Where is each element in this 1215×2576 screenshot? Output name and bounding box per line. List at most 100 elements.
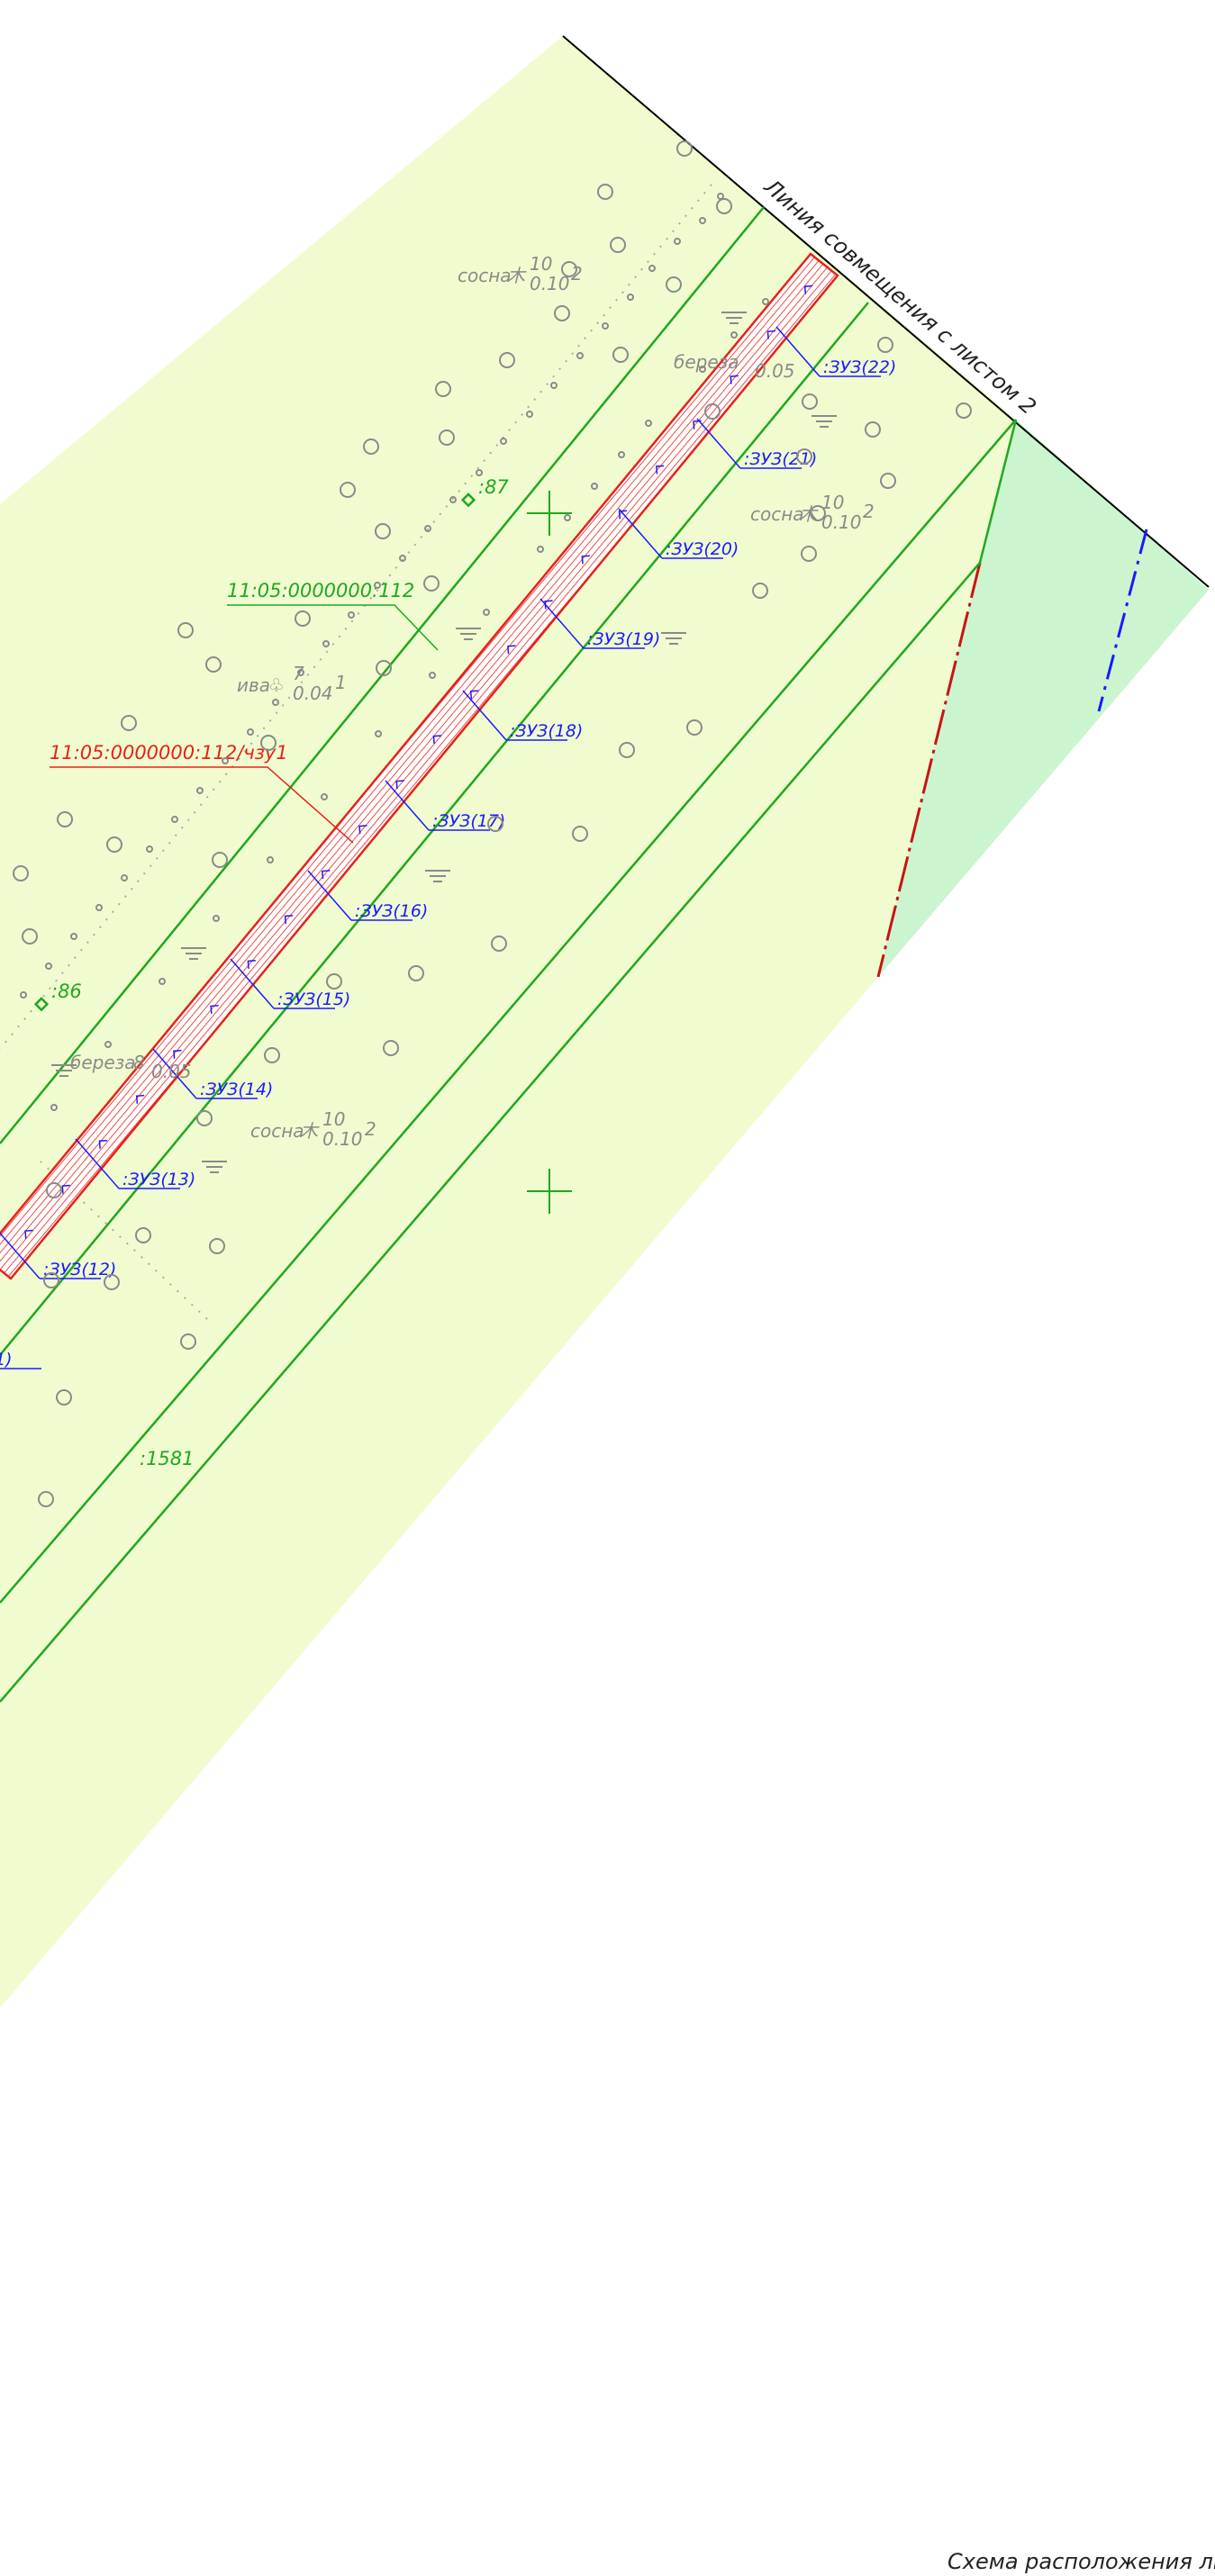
point-label-1581: :1581 xyxy=(140,1448,195,1469)
parcel-leader xyxy=(227,604,439,651)
svg-text::ЗУЗ(14): :ЗУЗ(14) xyxy=(200,1080,273,1099)
survey-cross-1 xyxy=(527,491,572,536)
cable-arrow-icon xyxy=(581,555,590,565)
cable-arrow-icon xyxy=(655,465,665,475)
tree-label-pine-3: сосна ⽊ 10 0.10 2 xyxy=(250,1108,376,1150)
cable-arrow-icon xyxy=(61,1184,70,1194)
zone-boundary-dashdot xyxy=(1097,529,1148,712)
cable-arrow-icon xyxy=(803,285,813,294)
tree-label-birch-1: береза 0.05 xyxy=(674,351,795,382)
cable-arrow-icon xyxy=(358,825,367,835)
easement-label: :ЗУЗ(14) xyxy=(152,1048,273,1099)
svg-text:1: 1 xyxy=(335,672,347,693)
svg-text:2: 2 xyxy=(863,501,875,522)
green-boundary-short xyxy=(978,419,1018,564)
cable-arrow-icon xyxy=(247,960,256,969)
point-marker-86 xyxy=(33,997,50,1012)
easement-label: :ЗУЗ(12) xyxy=(0,1232,116,1279)
easement-label: :ЗУЗ(21) xyxy=(696,418,817,469)
cable-arrow-icon xyxy=(24,1229,33,1239)
pine-icon: ⽊ xyxy=(300,1120,320,1142)
cable-arrow-icon xyxy=(173,1049,182,1059)
svg-text:сосна: сосна xyxy=(750,503,804,525)
cable-arrow-icon xyxy=(284,915,294,925)
svg-text::ЗУЗ(13): :ЗУЗ(13) xyxy=(122,1170,195,1189)
meadow-icon xyxy=(456,628,481,640)
svg-text::ЗУЗ(21): :ЗУЗ(21) xyxy=(744,449,817,469)
svg-text:ива: ива xyxy=(237,674,270,696)
cable-arrow-icon xyxy=(432,735,441,745)
easement-label: :ЗУЗ(20) xyxy=(618,508,739,559)
easement-label: :ЗУЗ(15) xyxy=(230,958,350,1009)
scheme-caption: Схема расположения лис xyxy=(948,2549,1215,2574)
svg-text::ЗУЗ(18): :ЗУЗ(18) xyxy=(510,721,583,741)
svg-text::ЗУЗ(17): :ЗУЗ(17) xyxy=(432,811,505,831)
deciduous-tree-icon: ♧ xyxy=(268,674,285,696)
cable-arrows xyxy=(24,285,813,1239)
svg-text:0.10: 0.10 xyxy=(821,511,862,533)
meadow-icon xyxy=(51,1064,77,1077)
svg-text::ЗУЗ(16): :ЗУЗ(16) xyxy=(355,901,428,921)
svg-text::ЗУЗ(15): :ЗУЗ(15) xyxy=(277,990,350,1009)
easement-label: :ЗУЗ(17) xyxy=(385,780,505,831)
svg-text:0.04: 0.04 xyxy=(293,682,333,704)
meadow-icon xyxy=(181,947,206,960)
cable-arrow-icon xyxy=(135,1094,145,1104)
vegetation-circles xyxy=(13,140,972,1507)
svg-text::ЗУЗ(22): :ЗУЗ(22) xyxy=(823,357,896,377)
point-label-86: :86 xyxy=(51,981,82,1002)
meadow-symbols xyxy=(51,312,837,1173)
svg-text:сосна: сосна xyxy=(458,265,512,286)
pine-icon: ⽊ xyxy=(799,503,819,525)
svg-text:10: 10 xyxy=(530,253,552,275)
point-label-87: :87 xyxy=(478,476,509,498)
parcel-part-leader xyxy=(50,766,354,844)
pine-icon: ⽊ xyxy=(507,265,527,286)
cable-arrow-icon xyxy=(210,1004,219,1014)
parcel-part-label: 11:05:0000000:112/чзу1 xyxy=(50,742,288,764)
svg-text:0.10: 0.10 xyxy=(322,1128,363,1150)
svg-text:береза: береза xyxy=(674,351,739,373)
svg-text:0.10: 0.10 xyxy=(530,273,570,294)
cable-arrow-icon xyxy=(544,600,553,610)
cable-arrow-icon xyxy=(322,870,331,880)
svg-text:11): 11) xyxy=(0,1350,13,1369)
cable-arrow-icon xyxy=(730,375,739,384)
svg-text:2: 2 xyxy=(571,263,583,285)
tree-label-willow: ива ♧ 7 0.04 1 xyxy=(237,663,347,704)
tree-label-birch-2: береза 8 0.05 xyxy=(70,1052,192,1082)
easement-label: :ЗУЗ(18) xyxy=(462,690,583,741)
cable-arrow-icon xyxy=(469,690,479,700)
easement-label: :ЗУЗ(22) xyxy=(775,326,896,377)
svg-text:10: 10 xyxy=(821,492,844,513)
svg-text:береза: береза xyxy=(70,1052,136,1073)
point-marker-87 xyxy=(460,493,476,508)
adjacent-parcel-area xyxy=(878,420,1209,977)
meadow-icon xyxy=(721,312,747,324)
parcel-label: 11:05:0000000:112 xyxy=(227,580,414,601)
cable-strip xyxy=(0,252,839,1280)
easement-label: 11) xyxy=(0,1350,41,1369)
cable-arrow-icon xyxy=(618,510,628,520)
easement-label: :ЗУЗ(13) xyxy=(75,1138,195,1189)
svg-text:10: 10 xyxy=(322,1108,345,1130)
svg-text:8: 8 xyxy=(133,1052,145,1073)
svg-text:7: 7 xyxy=(293,663,304,684)
meadow-icon xyxy=(202,1161,227,1173)
svg-text:сосна: сосна xyxy=(250,1120,304,1142)
easement-labels: :ЗУЗ(22) :ЗУЗ(21) :ЗУЗ(20) :ЗУЗ(19) :ЗУЗ(18)… xyxy=(0,326,896,1369)
svg-text::ЗУЗ(12): :ЗУЗ(12) xyxy=(43,1260,116,1279)
meadow-icon xyxy=(812,415,837,428)
tree-label-pine-2: сосна ⽊ 10 0.10 2 xyxy=(750,492,875,533)
meadow-icon xyxy=(425,870,450,882)
cable-arrow-icon xyxy=(395,780,404,790)
cable-arrow-icon xyxy=(507,645,516,655)
svg-text:2: 2 xyxy=(365,1118,376,1140)
svg-text:0.05: 0.05 xyxy=(755,360,795,382)
easement-label: :ЗУЗ(19) xyxy=(539,598,660,649)
survey-cross-2 xyxy=(527,1169,572,1214)
cable-arrow-icon xyxy=(98,1139,108,1149)
survey-zone xyxy=(0,36,1209,2008)
meadow-icon xyxy=(661,632,686,645)
